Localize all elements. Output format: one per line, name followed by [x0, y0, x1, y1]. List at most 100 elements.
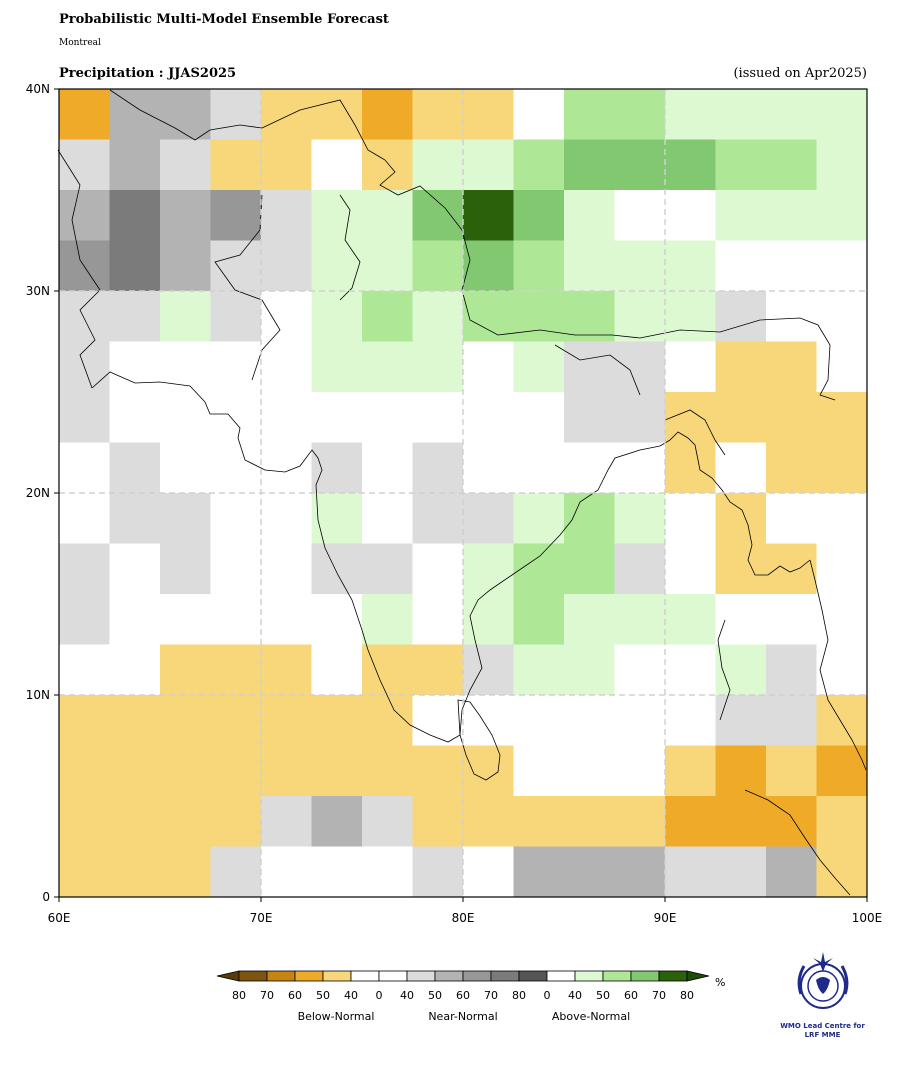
grid-cell — [564, 695, 615, 746]
grid-cell — [816, 644, 868, 696]
colorbar-swatch — [294, 970, 324, 982]
grid-cell — [564, 139, 615, 191]
grid-cell — [564, 493, 615, 544]
grid-cell — [463, 240, 514, 292]
grid-cell — [311, 240, 363, 292]
grid-cell — [816, 442, 868, 494]
grid-cell — [513, 240, 565, 292]
grid-cell — [564, 796, 615, 847]
grid-cell — [715, 190, 767, 241]
grid-cell — [210, 644, 262, 696]
colorbar-tick-label: 60 — [624, 989, 638, 1002]
colorbar-high-extend — [686, 970, 710, 982]
grid-cell — [766, 291, 817, 342]
grid-cell — [463, 190, 514, 241]
grid-cell — [210, 392, 262, 443]
grid-cell — [564, 442, 615, 494]
grid-cell — [311, 543, 363, 595]
grid-cell — [614, 190, 666, 241]
grid-cell — [311, 695, 363, 746]
grid-cell — [362, 139, 413, 191]
grid-cell — [261, 341, 312, 393]
grid-cell — [463, 493, 514, 544]
grid-cell — [362, 291, 413, 342]
x-tick-label: 100E — [852, 911, 883, 925]
grid-cell — [412, 594, 464, 645]
grid-cell — [816, 139, 868, 191]
grid-cell — [766, 493, 817, 544]
grid-cell — [362, 89, 413, 140]
grid-cell — [109, 493, 161, 544]
grid-cell — [160, 846, 211, 898]
grid-cell — [412, 695, 464, 746]
x-tick-label: 90E — [654, 911, 677, 925]
grid-cell — [160, 392, 211, 443]
grid-cell — [311, 796, 363, 847]
grid-cell — [261, 796, 312, 847]
grid-cell — [362, 240, 413, 292]
grid-cell — [564, 846, 615, 898]
grid-cell — [816, 846, 868, 898]
grid-cell — [816, 493, 868, 544]
grid-cell — [311, 846, 363, 898]
grid-cell — [311, 442, 363, 494]
grid-cell — [311, 392, 363, 443]
grid-cell — [261, 442, 312, 494]
grid-cell — [311, 139, 363, 191]
grid-cell — [210, 341, 262, 393]
grid-cell — [665, 291, 716, 342]
grid-cell — [160, 695, 211, 746]
grid-cell — [614, 341, 666, 393]
grid-cell — [109, 442, 161, 494]
grid-cell — [766, 695, 817, 746]
logo-line-2: LRF MME — [804, 1031, 841, 1039]
grid-cell — [513, 442, 565, 494]
grid-cell — [463, 796, 514, 847]
colorbar-category-label: Near-Normal — [428, 1010, 497, 1023]
grid-cell — [160, 139, 211, 191]
x-tick-label: 70E — [250, 911, 273, 925]
grid-cell — [109, 240, 161, 292]
grid-cell — [210, 846, 262, 898]
grid-cell — [261, 240, 312, 292]
grid-cell — [109, 341, 161, 393]
colorbar-tick-label: 50 — [428, 989, 442, 1002]
grid-cell — [513, 392, 565, 443]
grid-cell — [816, 341, 868, 393]
grid-cell — [665, 695, 716, 746]
grid-cell — [412, 240, 464, 292]
colorbar-tick-label: 40 — [344, 989, 358, 1002]
grid-cell — [311, 190, 363, 241]
grid-cell — [816, 745, 868, 797]
colorbar-swatch — [322, 970, 352, 982]
grid-cell — [715, 745, 767, 797]
grid-cell — [715, 392, 767, 443]
grid-cell — [261, 846, 312, 898]
colorbar-tick-label: 70 — [652, 989, 666, 1002]
grid-cell — [261, 543, 312, 595]
grid-cell — [412, 190, 464, 241]
grid-cell — [665, 594, 716, 645]
grid-cell — [564, 644, 615, 696]
colorbar: 80 70 60 50 40 0 40 50 60 70 80 0 40 50 60 70 80% Below-N… — [216, 970, 725, 1023]
grid-cell — [766, 89, 817, 140]
grid-cell — [412, 644, 464, 696]
probability-cells — [59, 89, 868, 898]
grid-cell — [261, 594, 312, 645]
grid-cell — [311, 644, 363, 696]
grid-cell — [665, 139, 716, 191]
grid-cell — [412, 796, 464, 847]
grid-cell — [513, 745, 565, 797]
grid-cell — [513, 594, 565, 645]
grid-cell — [614, 493, 666, 544]
grid-cell — [362, 745, 413, 797]
grid-cell — [59, 745, 110, 797]
grid-cell — [362, 644, 413, 696]
grid-cell — [564, 240, 615, 292]
grid-cell — [614, 846, 666, 898]
grid-cell — [513, 89, 565, 140]
grid-cell — [715, 291, 767, 342]
grid-cell — [715, 846, 767, 898]
grid-cell — [665, 442, 716, 494]
colorbar-tick-label: 80 — [232, 989, 246, 1002]
